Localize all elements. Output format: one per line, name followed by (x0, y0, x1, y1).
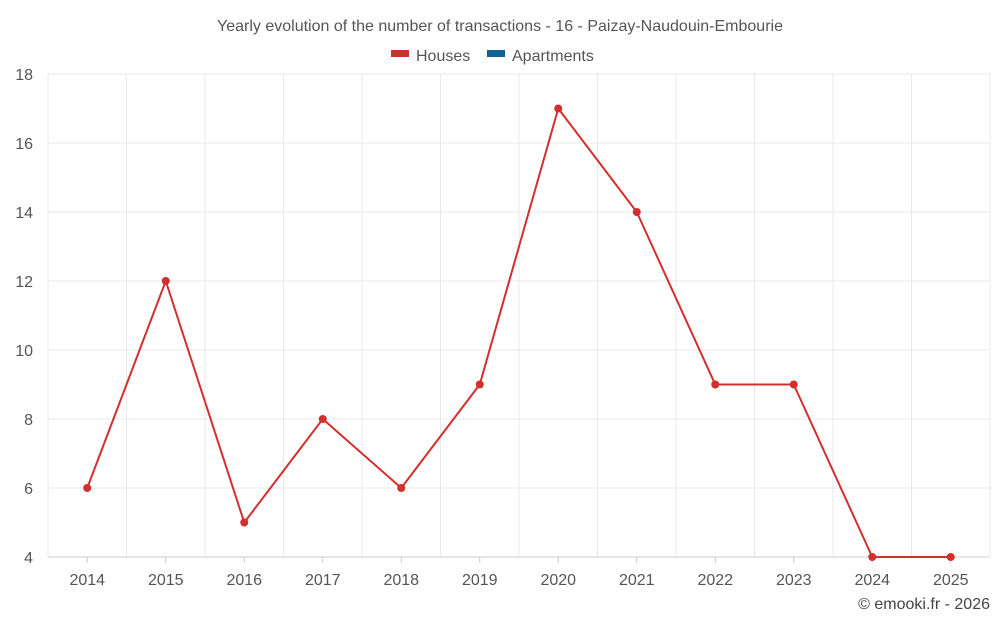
x-tick-label: 2014 (69, 572, 105, 589)
legend-item-houses[interactable]: Houses (391, 48, 470, 65)
y-tick-label: 16 (15, 136, 33, 153)
x-tick-label: 2019 (462, 572, 498, 589)
y-tick-label: 12 (15, 274, 33, 291)
x-tick-label: 2021 (619, 572, 655, 589)
legend-swatch-houses (391, 50, 409, 57)
x-tick-label: 2024 (854, 572, 890, 589)
x-tick-label: 2015 (148, 572, 184, 589)
data-point[interactable] (475, 380, 484, 389)
y-tick-label: 14 (15, 205, 33, 222)
legend-item-apartments[interactable]: Apartments (487, 48, 594, 65)
data-point[interactable] (83, 484, 92, 492)
grid (47, 73, 991, 557)
legend-label-houses: Houses (416, 48, 470, 65)
data-point[interactable] (318, 415, 327, 423)
legend: Houses Apartments (391, 48, 594, 65)
data-point[interactable] (240, 518, 249, 527)
x-tick-label: 2018 (383, 572, 419, 589)
y-tick-label: 18 (15, 67, 33, 84)
y-tick-label: 10 (15, 343, 33, 360)
axes: 4 6 8 10 12 14 16 18 2014 2015 2016 2017 2018 2019 202… (15, 67, 990, 589)
data-point[interactable] (554, 104, 563, 113)
legend-label-apartments: Apartments (512, 48, 594, 65)
x-tick-label: 2025 (933, 572, 969, 589)
x-tick-label: 2017 (305, 572, 341, 589)
data-point[interactable] (868, 553, 877, 561)
y-tick-label: 4 (24, 550, 33, 567)
credit-text: © emooki.fr - 2026 (858, 596, 990, 613)
x-tick-label: 2022 (697, 572, 733, 589)
series (83, 104, 955, 561)
data-point[interactable] (711, 380, 720, 389)
x-tick-label: 2016 (226, 572, 262, 589)
data-point[interactable] (789, 380, 798, 389)
y-tick-label: 6 (24, 481, 33, 498)
data-point[interactable] (397, 484, 406, 492)
data-point[interactable] (161, 277, 170, 285)
series-line-houses (86, 107, 951, 558)
data-point[interactable] (946, 553, 955, 561)
y-tick-label: 8 (24, 412, 33, 429)
legend-swatch-apartments (487, 50, 505, 57)
x-tick-label: 2023 (776, 572, 812, 589)
chart-title: Yearly evolution of the number of transa… (217, 18, 783, 35)
x-tick-label: 2020 (540, 572, 576, 589)
data-point[interactable] (632, 208, 641, 216)
